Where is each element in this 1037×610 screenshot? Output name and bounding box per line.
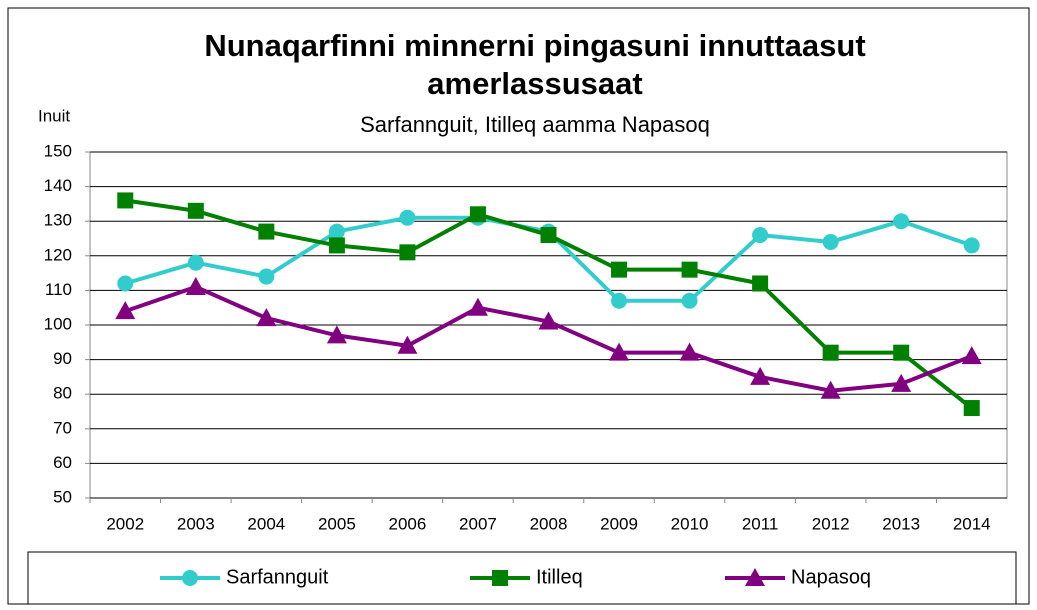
data-point bbox=[328, 237, 345, 254]
x-tick-label: 2003 bbox=[177, 514, 215, 533]
data-point bbox=[187, 254, 204, 271]
y-tick-label: 110 bbox=[45, 280, 72, 299]
x-tick-label: 2011 bbox=[742, 514, 779, 533]
y-tick-label: 80 bbox=[53, 384, 72, 403]
data-point bbox=[822, 344, 839, 361]
data-point bbox=[399, 209, 416, 226]
x-tick-label: 2014 bbox=[953, 514, 991, 533]
data-point bbox=[893, 213, 910, 230]
x-tick-label: 2009 bbox=[600, 514, 638, 533]
y-axis-label: Inuit bbox=[38, 106, 70, 125]
data-point bbox=[540, 227, 557, 244]
legend-marker bbox=[745, 568, 765, 586]
data-point bbox=[750, 366, 771, 385]
data-point bbox=[891, 373, 912, 392]
data-point bbox=[609, 342, 630, 361]
legend-label: Itilleq bbox=[536, 566, 583, 588]
chart-title: amerlassusaat bbox=[427, 66, 642, 101]
data-point bbox=[681, 292, 698, 309]
data-point bbox=[679, 342, 700, 361]
x-tick-label: 2012 bbox=[812, 514, 850, 533]
data-point bbox=[752, 227, 769, 244]
y-tick-label: 130 bbox=[44, 211, 72, 230]
data-point bbox=[963, 237, 980, 254]
chart-subtitle: Sarfannguit, Itilleq aamma Napasoq bbox=[360, 112, 710, 137]
data-point bbox=[399, 244, 416, 261]
data-point bbox=[328, 223, 345, 240]
data-point bbox=[961, 346, 982, 365]
data-point bbox=[469, 206, 486, 223]
data-point bbox=[258, 223, 275, 240]
x-tick-label: 2013 bbox=[882, 514, 920, 533]
x-tick-label: 2008 bbox=[530, 514, 568, 533]
data-point bbox=[611, 261, 628, 278]
data-point bbox=[256, 308, 277, 327]
x-tick-label: 2007 bbox=[459, 514, 497, 533]
chart-title: Nunaqarfinni minnerni pingasuni innuttaa… bbox=[204, 28, 865, 63]
y-tick-label: 120 bbox=[44, 245, 72, 264]
data-point bbox=[467, 297, 488, 316]
data-point bbox=[681, 261, 698, 278]
y-tick-label: 60 bbox=[53, 453, 72, 472]
legend-label: Sarfannguit bbox=[226, 566, 329, 588]
y-tick-label: 90 bbox=[53, 349, 72, 368]
x-tick-label: 2002 bbox=[106, 514, 144, 533]
data-point bbox=[117, 275, 134, 292]
x-tick-label: 2005 bbox=[318, 514, 356, 533]
legend-label: Napasoq bbox=[791, 566, 871, 588]
legend-marker bbox=[182, 570, 198, 586]
data-point bbox=[326, 325, 347, 344]
y-tick-label: 50 bbox=[53, 487, 72, 506]
legend-marker bbox=[492, 570, 508, 586]
y-tick-label: 100 bbox=[44, 314, 72, 333]
data-point bbox=[752, 275, 769, 292]
data-point bbox=[611, 292, 628, 309]
data-point bbox=[117, 192, 134, 209]
data-point bbox=[187, 202, 204, 219]
legend-box bbox=[27, 551, 1017, 605]
data-point bbox=[397, 335, 418, 354]
y-tick-label: 70 bbox=[53, 418, 72, 437]
data-point bbox=[822, 233, 839, 250]
data-point bbox=[963, 400, 980, 417]
data-point bbox=[115, 301, 136, 320]
x-tick-label: 2006 bbox=[389, 514, 427, 533]
data-point bbox=[538, 311, 559, 330]
data-point bbox=[820, 380, 841, 399]
data-point bbox=[258, 268, 275, 285]
y-tick-label: 140 bbox=[44, 176, 72, 195]
data-point bbox=[185, 276, 206, 295]
chart-frame bbox=[7, 7, 1030, 605]
y-tick-label: 150 bbox=[44, 141, 72, 160]
data-point bbox=[893, 344, 910, 361]
x-tick-label: 2004 bbox=[247, 514, 285, 533]
x-tick-label: 2010 bbox=[671, 514, 709, 533]
